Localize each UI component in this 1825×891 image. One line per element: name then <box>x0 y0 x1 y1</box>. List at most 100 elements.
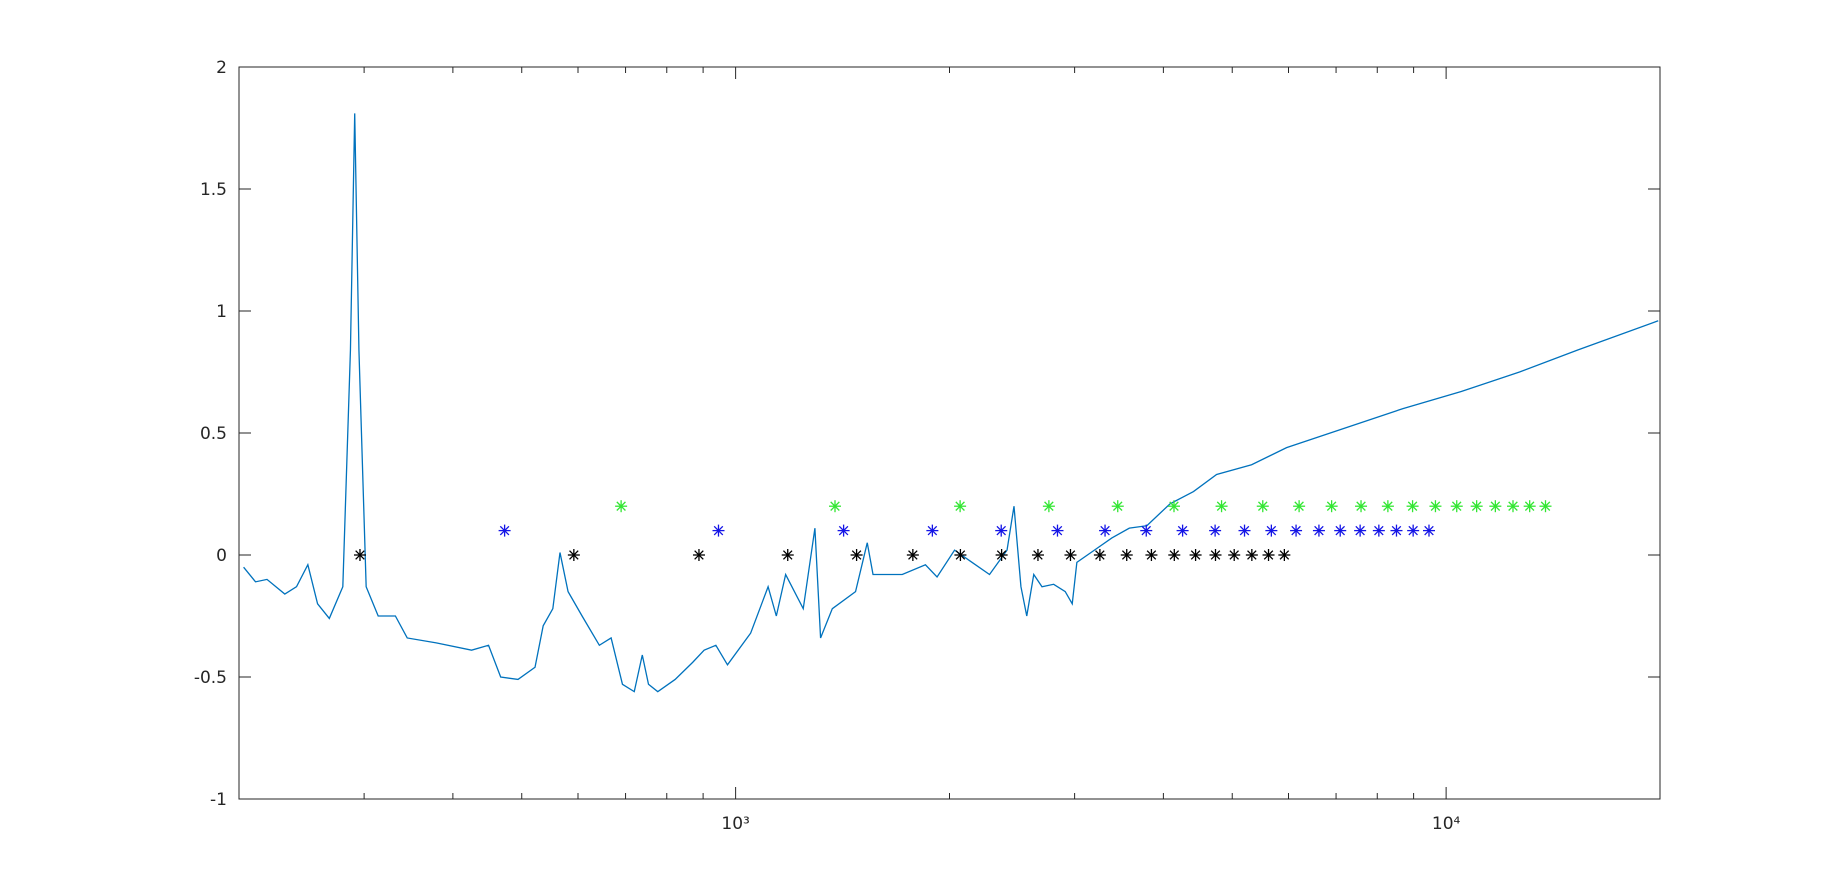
marker-stroke <box>1100 525 1110 536</box>
marker-stroke <box>1210 550 1221 560</box>
marker-stroke <box>996 525 1007 536</box>
asterisk-marker <box>954 549 967 561</box>
asterisk-marker <box>1245 549 1258 561</box>
marker-stroke <box>1291 525 1301 536</box>
marker-stroke <box>713 525 724 536</box>
asterisk-marker <box>1381 500 1394 513</box>
asterisk-marker <box>1238 524 1251 537</box>
marker-stroke <box>1540 501 1551 511</box>
asterisk-marker <box>1312 524 1325 537</box>
y-tick-label: 0 <box>216 546 227 566</box>
asterisk-marker <box>1406 500 1419 513</box>
marker-stroke <box>1169 550 1180 560</box>
marker-stroke <box>1408 525 1418 536</box>
asterisk-marker <box>954 500 967 513</box>
asterisk-marker <box>995 524 1008 537</box>
marker-stroke <box>1407 501 1418 511</box>
marker-stroke <box>1490 501 1501 511</box>
asterisk-marker <box>1429 500 1442 513</box>
asterisk-marker <box>1489 500 1502 513</box>
asterisk-marker <box>1042 500 1055 513</box>
asterisk-marker <box>1354 524 1367 537</box>
asterisk-marker <box>1176 524 1189 537</box>
asterisk-marker <box>781 549 794 561</box>
marker-stroke <box>694 550 704 560</box>
y-tick-label: 1 <box>216 302 227 322</box>
asterisk-marker <box>850 549 863 561</box>
asterisk-marker <box>1209 549 1222 561</box>
marker-stroke <box>996 550 1007 560</box>
asterisk-marker <box>1262 549 1275 561</box>
plot-area <box>239 67 1660 799</box>
marker-stroke <box>1266 525 1277 536</box>
marker-stroke <box>1044 501 1054 511</box>
marker-stroke <box>1216 501 1227 511</box>
axes-frame <box>238 66 1661 800</box>
marker-stroke <box>499 525 510 536</box>
asterisk-marker <box>1407 524 1420 537</box>
asterisk-marker <box>837 524 850 537</box>
asterisk-marker <box>1290 524 1303 537</box>
marker-stroke <box>927 525 938 536</box>
marker-stroke <box>355 550 365 560</box>
asterisk-marker <box>1372 524 1385 537</box>
marker-stroke <box>1190 550 1201 560</box>
asterisk-marker <box>1189 549 1202 561</box>
marker-stroke <box>782 550 793 560</box>
marker-stroke <box>1391 525 1402 536</box>
asterisk-marker <box>1355 500 1368 513</box>
asterisk-marker <box>1167 500 1180 513</box>
marker-stroke <box>908 550 918 560</box>
marker-stroke <box>1383 501 1393 511</box>
data-line <box>243 113 1659 693</box>
asterisk-marker <box>1539 500 1552 513</box>
asterisk-marker <box>995 549 1008 561</box>
asterisk-marker <box>1215 500 1228 513</box>
asterisk-marker <box>1120 549 1133 561</box>
asterisk-marker <box>1093 549 1106 561</box>
asterisk-marker <box>1209 524 1222 537</box>
marker-stroke <box>1177 525 1188 536</box>
y-tick-label: -0.5 <box>194 668 227 688</box>
marker-stroke <box>830 501 840 511</box>
marker-stroke <box>1356 501 1366 511</box>
asterisk-marker <box>1334 524 1347 537</box>
asterisk-marker <box>1470 500 1483 513</box>
marker-stroke <box>1095 550 1105 560</box>
asterisk-marker <box>615 500 628 513</box>
marker-stroke <box>1247 550 1257 560</box>
asterisk-marker <box>1450 500 1463 513</box>
marker-stroke <box>955 501 965 511</box>
marker-stroke <box>1335 525 1345 536</box>
marker-stroke <box>569 550 579 560</box>
marker-stroke <box>1471 501 1482 511</box>
marker-stroke <box>955 550 966 560</box>
marker-stroke <box>1424 525 1434 536</box>
y-tick-label: 0.5 <box>200 424 227 444</box>
asterisk-marker <box>1051 524 1064 537</box>
asterisk-marker <box>712 524 725 537</box>
marker-stroke <box>1279 550 1290 560</box>
asterisk-marker <box>1265 524 1278 537</box>
marker-stroke <box>1524 501 1535 511</box>
marker-stroke <box>1210 525 1220 536</box>
x-tick-label: 10⁴ <box>1432 814 1461 834</box>
marker-stroke <box>1257 501 1268 511</box>
marker-stroke <box>1326 501 1337 511</box>
asterisk-marker <box>498 524 511 537</box>
asterisk-marker <box>1278 549 1291 561</box>
asterisk-marker <box>1523 500 1536 513</box>
y-tick-label: -1 <box>210 790 227 810</box>
marker-stroke <box>1374 525 1384 536</box>
asterisk-marker <box>1228 549 1241 561</box>
asterisk-marker <box>1145 549 1158 561</box>
marker-stroke <box>838 525 849 536</box>
asterisk-marker <box>1325 500 1338 513</box>
marker-stroke <box>1146 550 1157 560</box>
marker-stroke <box>1121 550 1132 560</box>
asterisk-marker <box>1422 524 1435 537</box>
asterisk-marker <box>1064 549 1077 561</box>
asterisk-marker <box>1168 549 1181 561</box>
marker-stroke <box>1508 501 1518 511</box>
